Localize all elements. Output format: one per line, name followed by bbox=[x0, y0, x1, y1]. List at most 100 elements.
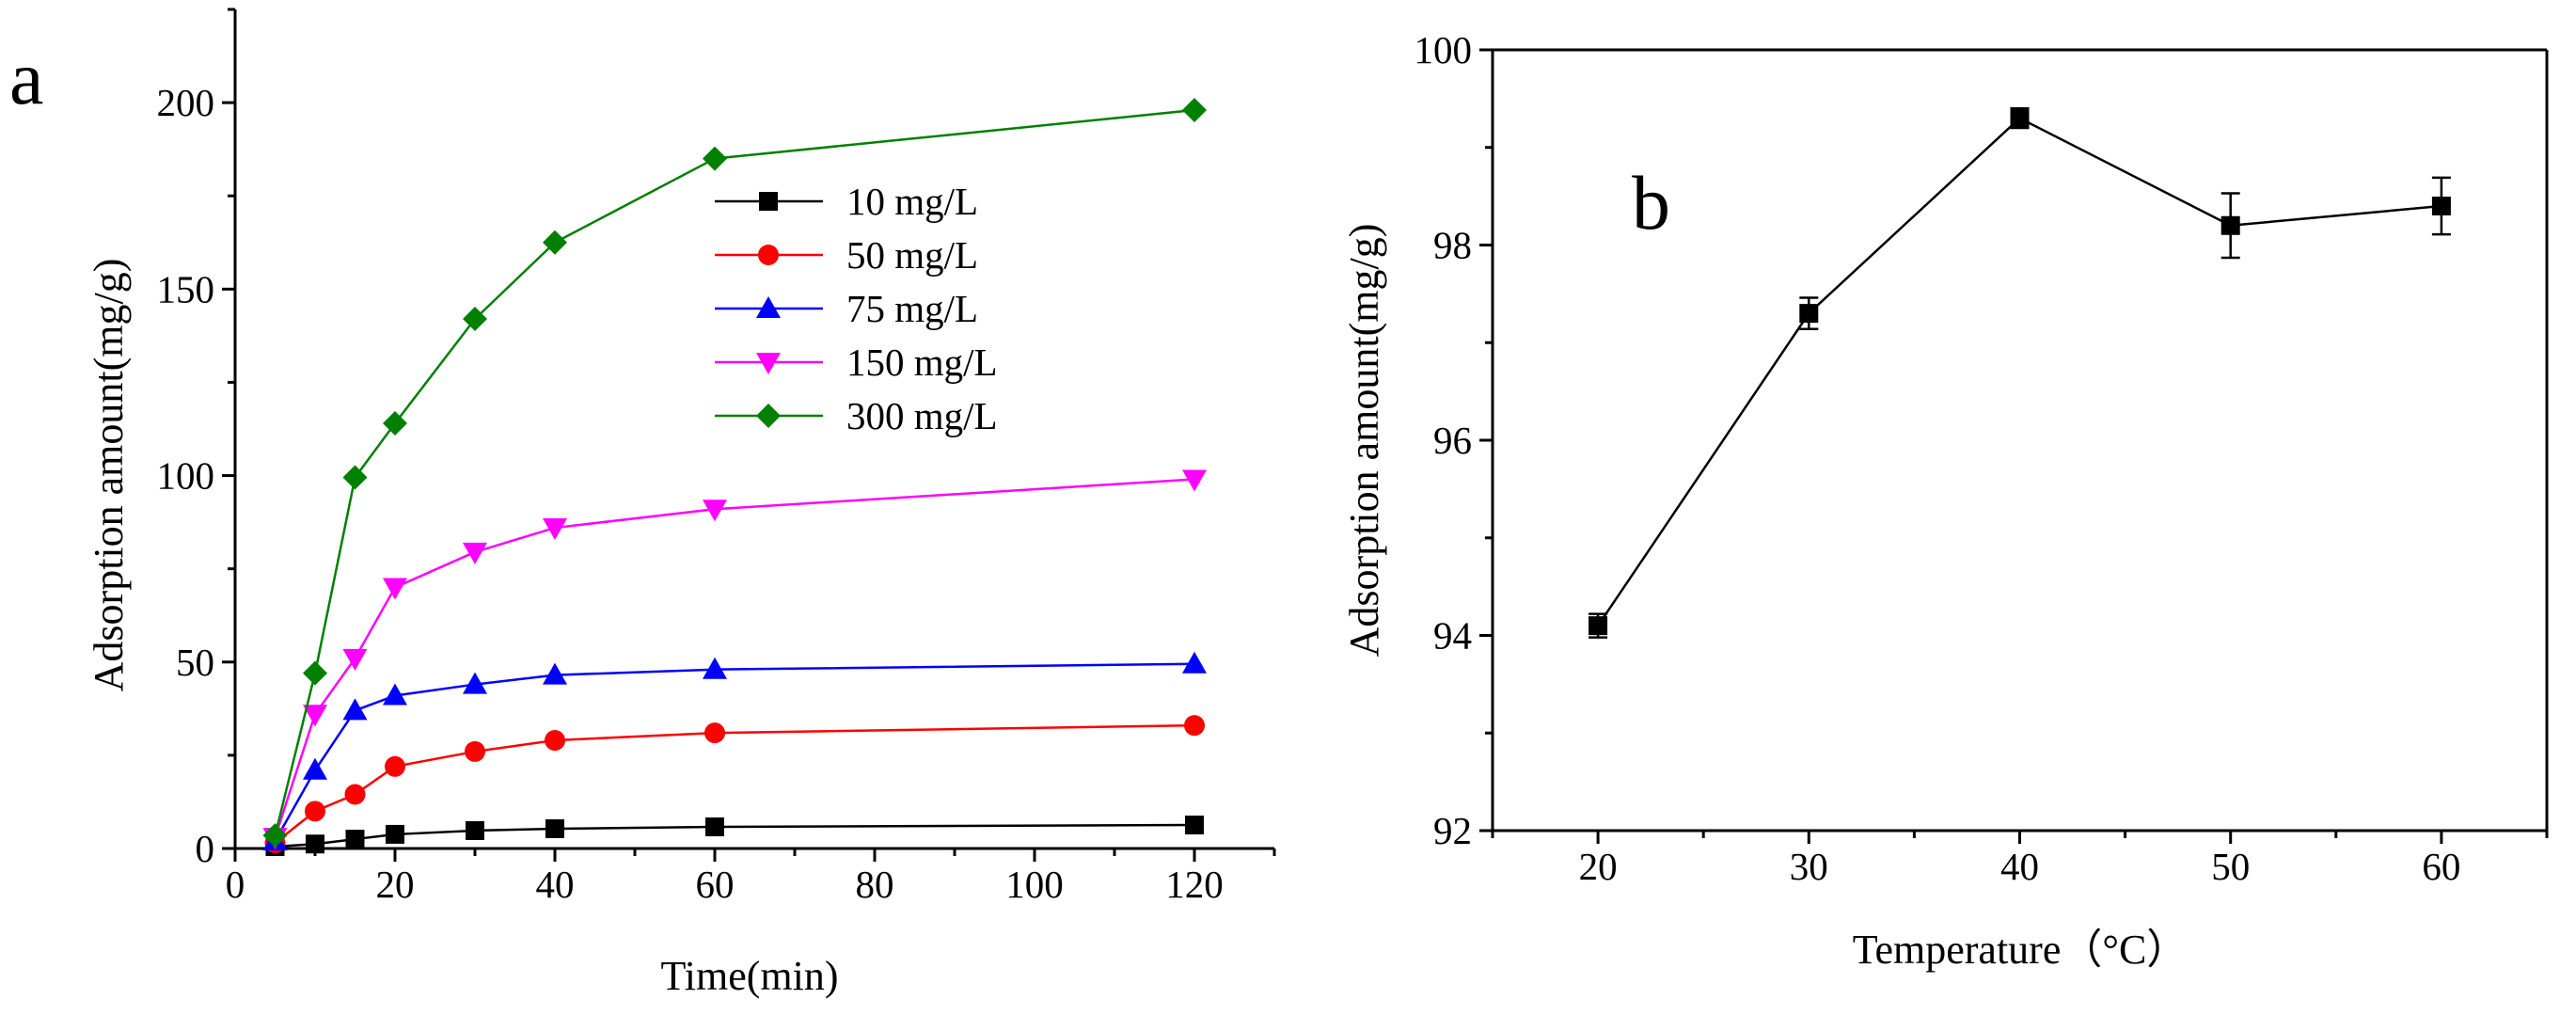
series-line bbox=[274, 662, 1195, 842]
legend-item-150-mg-l: 150 mg/L bbox=[715, 341, 998, 384]
data-point bbox=[705, 817, 724, 837]
data-point bbox=[463, 542, 487, 564]
legend-marker bbox=[758, 245, 779, 265]
y-tick-label: 96 bbox=[1433, 419, 1472, 462]
data-point bbox=[2431, 197, 2451, 215]
x-ticks-b: 20 30 40 50 60 bbox=[1491, 831, 2549, 888]
data-point bbox=[545, 818, 564, 838]
legend-item-10-mg-l: 10 mg/L bbox=[715, 180, 978, 223]
y-tick-label: 100 bbox=[157, 454, 215, 498]
chart-a: a 0 20 40 60 80 100 120 0 50 100 150 200 10 mg/L 50… bbox=[9, 8, 1276, 999]
x-tick-label: 60 bbox=[2422, 845, 2460, 888]
legend-label: 75 mg/L bbox=[846, 287, 978, 330]
y-ticks-a: 0 50 100 150 200 bbox=[157, 8, 235, 870]
data-point bbox=[1588, 616, 1608, 636]
data-point bbox=[2220, 215, 2240, 235]
chart-b: b 20 30 40 50 60 92 94 96 98 100 Temperature（°C）… bbox=[1341, 28, 2549, 973]
data-point bbox=[545, 730, 565, 752]
series-10-mg-l bbox=[265, 816, 1204, 857]
legend-label: 10 mg/L bbox=[846, 180, 978, 223]
data-point bbox=[2010, 108, 2030, 128]
y-tick-label: 0 bbox=[196, 827, 215, 870]
x-ticks-a: 0 20 40 60 80 100 120 bbox=[226, 848, 1276, 906]
x-tick-label: 80 bbox=[856, 863, 894, 906]
x-tick-label: 100 bbox=[1005, 863, 1064, 906]
legend-label: 300 mg/L bbox=[846, 394, 998, 437]
data-point bbox=[463, 672, 487, 694]
series-a bbox=[262, 98, 1207, 857]
data-point bbox=[385, 755, 405, 777]
y-axis-label-b: Adsorption amount(mg/g) bbox=[1341, 224, 1387, 658]
data-point bbox=[1182, 98, 1207, 123]
y-tick-label: 94 bbox=[1433, 614, 1472, 658]
series-b bbox=[1588, 107, 2451, 639]
x-tick-label: 50 bbox=[2211, 845, 2250, 888]
data-point bbox=[704, 722, 725, 744]
panel-label-a: a bbox=[9, 35, 43, 120]
y-tick-label: 98 bbox=[1433, 224, 1472, 267]
legend-item-300-mg-l: 300 mg/L bbox=[715, 394, 998, 437]
data-point bbox=[703, 146, 727, 171]
data-point bbox=[1182, 651, 1207, 674]
x-tick-label: 30 bbox=[1790, 845, 1828, 888]
x-tick-label: 20 bbox=[376, 863, 415, 906]
x-tick-label: 120 bbox=[1165, 863, 1224, 906]
data-point bbox=[466, 820, 484, 840]
data-point bbox=[465, 740, 485, 762]
data-point bbox=[1184, 715, 1205, 737]
data-point bbox=[305, 801, 325, 822]
legend-a: 10 mg/L 50 mg/L 75 mg/L 150 mg/L 300 mg/L bbox=[715, 180, 998, 437]
data-point bbox=[703, 657, 727, 679]
data-point bbox=[1799, 304, 1819, 324]
series-line bbox=[275, 823, 1195, 848]
legend-label: 150 mg/L bbox=[846, 341, 998, 384]
x-tick-label: 40 bbox=[2000, 845, 2039, 888]
legend-marker bbox=[759, 192, 778, 211]
x-axis-label-a: Time(min) bbox=[660, 953, 838, 999]
data-point bbox=[303, 660, 327, 686]
axes-a bbox=[233, 9, 1274, 850]
y-tick-label: 100 bbox=[1414, 28, 1473, 71]
data-point bbox=[345, 830, 365, 849]
data-point bbox=[303, 705, 327, 727]
x-tick-label: 20 bbox=[1579, 845, 1618, 888]
series-line bbox=[274, 108, 1195, 836]
legend-marker bbox=[756, 296, 781, 318]
legend-item-50-mg-l: 50 mg/L bbox=[715, 233, 978, 277]
legend-item-75-mg-l: 75 mg/L bbox=[715, 287, 978, 330]
series-75-mg-l bbox=[262, 651, 1207, 851]
data-point bbox=[342, 698, 368, 721]
data-point bbox=[342, 465, 368, 490]
data-point bbox=[342, 648, 368, 671]
data-point bbox=[703, 500, 727, 522]
legend-label: 50 mg/L bbox=[846, 233, 978, 277]
series-300-mg-l bbox=[262, 98, 1207, 848]
data-point bbox=[463, 307, 487, 332]
data-point bbox=[344, 784, 366, 805]
data-point bbox=[543, 662, 567, 685]
x-tick-label: 60 bbox=[696, 863, 735, 906]
x-axis-label-b: Temperature（°C） bbox=[1853, 927, 2189, 973]
data-point bbox=[386, 824, 404, 844]
legend-marker bbox=[756, 404, 781, 428]
y-tick-label: 200 bbox=[157, 81, 215, 124]
data-point bbox=[543, 518, 567, 541]
x-tick-label: 0 bbox=[226, 863, 245, 906]
data-point bbox=[1185, 816, 1204, 835]
y-tick-label: 50 bbox=[176, 641, 214, 684]
y-tick-label: 150 bbox=[157, 267, 215, 310]
data-point bbox=[543, 230, 567, 255]
series-line bbox=[1597, 117, 2442, 626]
series-150-mg-l bbox=[262, 469, 1207, 850]
data-point bbox=[383, 683, 407, 706]
data-point bbox=[383, 411, 407, 436]
data-point bbox=[383, 578, 407, 600]
series-adsorption-amount bbox=[1588, 107, 2451, 639]
y-tick-label: 92 bbox=[1433, 809, 1472, 852]
data-point bbox=[262, 823, 288, 848]
x-tick-label: 40 bbox=[536, 863, 575, 906]
legend-marker bbox=[756, 353, 781, 374]
panel-label-b: b bbox=[1632, 160, 1670, 246]
series-line bbox=[274, 478, 1195, 838]
